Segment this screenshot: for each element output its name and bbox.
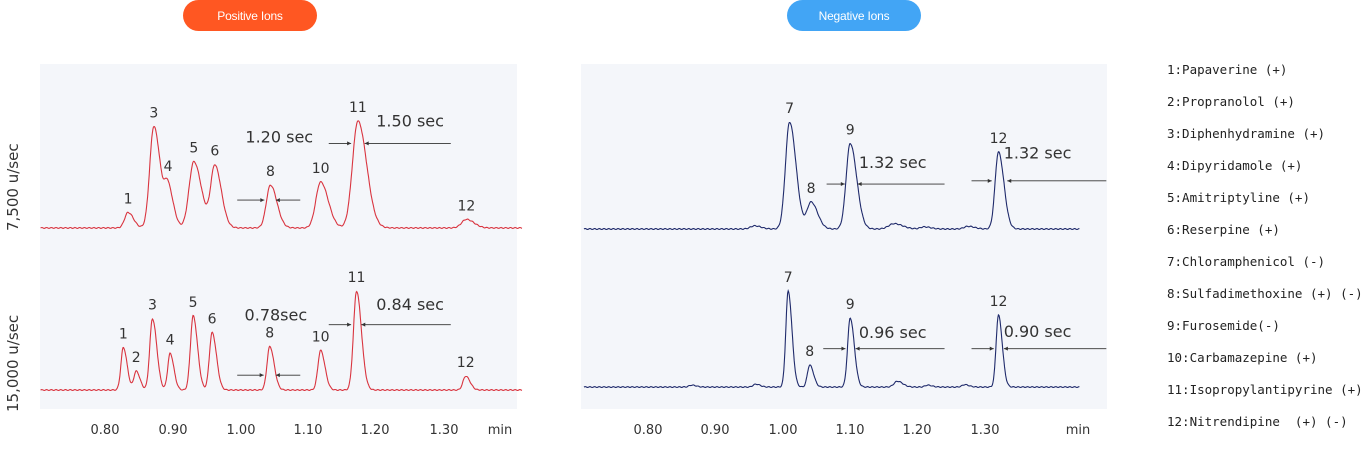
width-arrow-head xyxy=(347,322,352,327)
peak-label: 7 xyxy=(785,101,794,117)
width-arrow-head xyxy=(989,346,994,351)
x-tick-label: 1.20 xyxy=(903,423,932,438)
chromatogram-figure: 0.80 0.90 1.00 1.10 1.20 1.30 min 0.80 0.90 1.00 1… xyxy=(40,64,1107,438)
negative-panel-background xyxy=(581,64,1107,409)
peak-label: 11 xyxy=(349,100,367,116)
peak-label: 5 xyxy=(189,141,198,157)
width-arrow-head xyxy=(841,346,846,351)
peak-label: 8 xyxy=(266,164,275,180)
legend-item: 2:Propranolol (+) xyxy=(1167,94,1295,109)
width-arrow-head xyxy=(840,182,845,187)
peak-width-annotation: 0.84 sec xyxy=(376,295,444,314)
peak-label: 8 xyxy=(807,181,816,197)
peak-label: 5 xyxy=(189,295,198,311)
peak-label: 4 xyxy=(164,159,173,175)
peak-label: 4 xyxy=(166,332,175,348)
legend-item: 11:Isopropylantipyrine (+) xyxy=(1167,382,1363,397)
negative-ions-badge: Negative Ions xyxy=(787,0,921,31)
legend-item: 10:Carbamazepine (+) xyxy=(1167,350,1318,365)
width-arrow-head xyxy=(260,198,265,203)
x-tick-label: 0.90 xyxy=(159,423,188,438)
peak-label: 9 xyxy=(846,297,855,313)
peak-label: 12 xyxy=(990,131,1008,147)
peak-label: 6 xyxy=(208,312,217,328)
width-arrow-head xyxy=(275,373,280,378)
legend-item: 4:Dipyridamole (+) xyxy=(1167,158,1303,173)
x-tick-label: 1.20 xyxy=(361,423,390,438)
width-arrow-head xyxy=(1003,346,1008,351)
peak-label: 12 xyxy=(457,198,475,214)
peak-width-annotation: 0.96 sec xyxy=(859,323,927,342)
peak-label: 7 xyxy=(784,270,793,286)
width-arrow-head xyxy=(347,141,352,146)
negative-trace-line xyxy=(583,289,1080,388)
positive-trace-line xyxy=(40,120,523,229)
width-arrow-head xyxy=(1007,178,1012,183)
peak-label: 8 xyxy=(265,325,274,341)
legend-item: 7:Chloramphenicol (-) xyxy=(1167,254,1326,269)
width-arrow-head xyxy=(361,322,366,327)
peak-label: 3 xyxy=(148,298,157,314)
legend-item: 3:Diphenhydramine (+) xyxy=(1167,126,1326,141)
legend-item: 12:Nitrendipine (+) (-) xyxy=(1167,414,1348,429)
width-arrow-head xyxy=(275,198,280,203)
peak-label: 1 xyxy=(119,326,128,342)
x-axis-unit: min xyxy=(1066,423,1091,438)
peak-label: 10 xyxy=(312,329,330,345)
peak-width-annotation: 1.20 sec xyxy=(245,127,313,146)
peak-width-annotation: 1.32 sec xyxy=(1004,143,1072,162)
x-tick-label: 1.30 xyxy=(430,423,459,438)
width-arrow-head xyxy=(855,346,860,351)
compound-legend: 1:Papaverine (+) 2:Propranolol (+) 3:Dip… xyxy=(1167,60,1363,444)
x-tick-label: 1.30 xyxy=(971,423,1000,438)
width-arrow-head xyxy=(259,373,264,378)
x-tick-label: 0.80 xyxy=(634,423,663,438)
peak-label: 12 xyxy=(990,294,1008,310)
peak-label: 9 xyxy=(846,122,855,138)
legend-item: 9:Furosemide(-) xyxy=(1167,318,1280,333)
peak-label: 12 xyxy=(457,355,475,371)
x-tick-label: 1.00 xyxy=(769,423,798,438)
x-tick-label: 1.00 xyxy=(227,423,256,438)
negative-trace-line xyxy=(583,121,1080,230)
legend-item: 5:Amitriptyline (+) xyxy=(1167,190,1310,205)
positive-trace-line xyxy=(40,290,523,391)
legend-item: 8:Sulfadimethoxine (+) (-) xyxy=(1167,286,1363,301)
x-axis-unit: min xyxy=(488,423,513,438)
peak-width-annotation: 1.32 sec xyxy=(859,153,927,172)
x-tick-label: 1.10 xyxy=(294,423,323,438)
peak-label: 8 xyxy=(805,344,814,360)
legend-item: 6:Reserpine (+) xyxy=(1167,222,1280,237)
width-arrow-head xyxy=(857,182,862,187)
x-tick-label: 0.90 xyxy=(701,423,730,438)
peak-width-annotation: 0.78sec xyxy=(245,306,308,325)
x-tick-label: 0.80 xyxy=(91,423,120,438)
peak-label: 3 xyxy=(149,105,158,121)
width-arrow-head xyxy=(364,141,369,146)
width-arrow-head xyxy=(987,178,992,183)
peak-label: 11 xyxy=(348,270,366,286)
peak-label: 10 xyxy=(312,161,330,177)
peak-width-annotation: 0.90 sec xyxy=(1004,322,1072,341)
x-tick-label: 1.10 xyxy=(836,423,865,438)
legend-item: 1:Papaverine (+) xyxy=(1167,62,1288,77)
peak-width-annotation: 1.50 sec xyxy=(376,111,444,130)
positive-panel-background xyxy=(40,64,517,409)
peak-label: 6 xyxy=(210,143,219,159)
peak-label: 2 xyxy=(132,350,141,366)
peak-label: 1 xyxy=(124,191,133,207)
positive-ions-badge: Positive Ions xyxy=(183,0,317,31)
